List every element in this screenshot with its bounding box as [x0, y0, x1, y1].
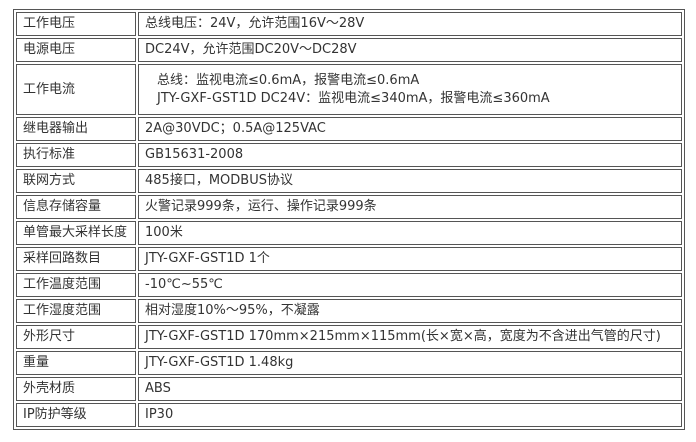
- spec-label: 继电器输出: [16, 117, 136, 141]
- table-row: 工作电压 总线电压：24V，允许范围16V～28V: [16, 12, 682, 36]
- spec-label: 执行标准: [16, 143, 136, 167]
- spec-value-line: JTY-GXF-GST1D 1.48kg: [145, 355, 294, 370]
- spec-label: 电源电压: [16, 38, 136, 62]
- spec-value: 总线电压：24V，允许范围16V～28V: [138, 12, 682, 36]
- spec-value-line: ABS: [145, 381, 171, 396]
- spec-value: 总线：监视电流≤0.6mA，报警电流≤0.6mA JTY-GXF-GST1D DC…: [138, 64, 682, 115]
- spec-value-line: 相对湿度10%～95%，不凝露: [145, 303, 320, 318]
- table-row: 工作电流 总线：监视电流≤0.6mA，报警电流≤0.6mA JTY-GXF-GST1…: [16, 64, 682, 115]
- spec-value-line: -10℃~55℃: [145, 277, 223, 292]
- spec-value-line: 火警记录999条，运行、操作记录999条: [145, 199, 377, 214]
- spec-value: -10℃~55℃: [138, 273, 682, 297]
- spec-value: 火警记录999条，运行、操作记录999条: [138, 195, 682, 219]
- spec-value: ABS: [138, 377, 682, 401]
- spec-label: 工作湿度范围: [16, 299, 136, 323]
- table-row: 工作温度范围 -10℃~55℃: [16, 273, 682, 297]
- table-row: 外形尺寸 JTY-GXF-GST1D 170mm×215mm×115mm(长×宽×…: [16, 325, 682, 349]
- spec-value-line: 100米: [145, 225, 183, 240]
- spec-value-line: 总线电压：24V，允许范围16V～28V: [145, 16, 365, 31]
- table-row: IP防护等级 IP30: [16, 403, 682, 427]
- spec-label: 重量: [16, 351, 136, 375]
- table-row: 单管最大采样长度 100米: [16, 221, 682, 245]
- spec-value-line: 2A@30VDC；0.5A@125VAC: [145, 121, 326, 136]
- spec-value: GB15631-2008: [138, 143, 682, 167]
- table-row: 联网方式 485接口，MODBUS协议: [16, 169, 682, 193]
- table-row: 执行标准 GB15631-2008: [16, 143, 682, 167]
- spec-value: JTY-GXF-GST1D 1个: [138, 247, 682, 271]
- table-row: 重量 JTY-GXF-GST1D 1.48kg: [16, 351, 682, 375]
- table-row: 电源电压 DC24V，允许范围DC20V～DC28V: [16, 38, 682, 62]
- spec-label: 联网方式: [16, 169, 136, 193]
- spec-table: 工作电压 总线电压：24V，允许范围16V～28V 电源电压 DC24V，允许范围DC…: [13, 9, 685, 430]
- spec-label: IP防护等级: [16, 403, 136, 427]
- spec-value-line: IP30: [145, 407, 174, 422]
- table-row: 外壳材质 ABS: [16, 377, 682, 401]
- spec-label: 采样回路数目: [16, 247, 136, 271]
- spec-value: 485接口，MODBUS协议: [138, 169, 682, 193]
- table-row: 采样回路数目 JTY-GXF-GST1D 1个: [16, 247, 682, 271]
- spec-label: 信息存储容量: [16, 195, 136, 219]
- spec-value-line: JTY-GXF-GST1D 1个: [145, 251, 270, 266]
- spec-label: 工作电流: [16, 64, 136, 115]
- spec-value: 2A@30VDC；0.5A@125VAC: [138, 117, 682, 141]
- spec-value: IP30: [138, 403, 682, 427]
- spec-value: 相对湿度10%～95%，不凝露: [138, 299, 682, 323]
- spec-value: 100米: [138, 221, 682, 245]
- spec-value: JTY-GXF-GST1D 1.48kg: [138, 351, 682, 375]
- table-row: 信息存储容量 火警记录999条，运行、操作记录999条: [16, 195, 682, 219]
- spec-value: JTY-GXF-GST1D 170mm×215mm×115mm(长×宽×高，宽度…: [138, 325, 682, 349]
- spec-value-line: JTY-GXF-GST1D 170mm×215mm×115mm(长×宽×高，宽度…: [145, 329, 661, 344]
- spec-label: 工作温度范围: [16, 273, 136, 297]
- spec-label: 单管最大采样长度: [16, 221, 136, 245]
- spec-value-line: JTY-GXF-GST1D DC24V：监视电流≤340mA，报警电流≤360m…: [157, 90, 550, 106]
- spec-label: 外壳材质: [16, 377, 136, 401]
- table-row: 继电器输出 2A@30VDC；0.5A@125VAC: [16, 117, 682, 141]
- spec-label: 工作电压: [16, 12, 136, 36]
- spec-value-line: 485接口，MODBUS协议: [145, 173, 293, 188]
- table-row: 工作湿度范围 相对湿度10%～95%，不凝露: [16, 299, 682, 323]
- spec-label: 外形尺寸: [16, 325, 136, 349]
- spec-value-line: DC24V，允许范围DC20V～DC28V: [145, 42, 357, 57]
- spec-value-line: 总线：监视电流≤0.6mA，报警电流≤0.6mA: [157, 72, 420, 88]
- spec-value-line: GB15631-2008: [145, 147, 244, 162]
- spec-value: DC24V，允许范围DC20V～DC28V: [138, 38, 682, 62]
